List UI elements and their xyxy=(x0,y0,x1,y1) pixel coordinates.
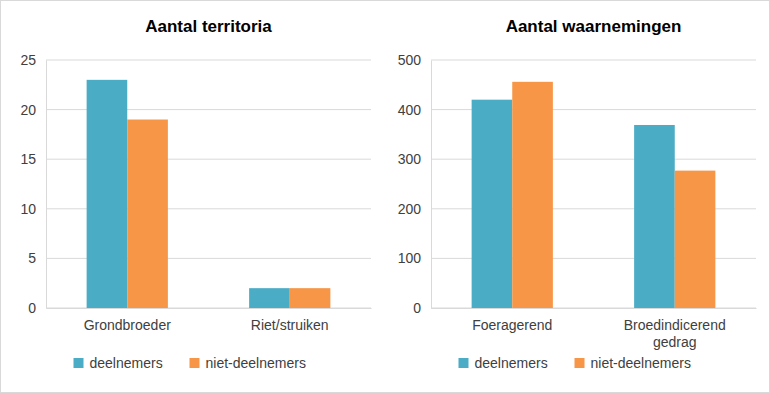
x-tick: Broedindicerendgedrag xyxy=(624,308,726,350)
legend-item: niet-deelnemers xyxy=(190,355,306,371)
grid-line xyxy=(46,60,371,61)
y-tick-label: 500 xyxy=(398,52,422,68)
y-tick-label: 5 xyxy=(28,250,36,266)
y-tick: 20 xyxy=(20,102,46,118)
y-tick-label: 25 xyxy=(20,52,36,68)
bar xyxy=(249,288,290,308)
x-tick-label: Broedindicerendgedrag xyxy=(624,317,726,350)
grid xyxy=(46,60,371,308)
bar xyxy=(675,171,716,308)
chart-canvas: Aantal territoria 0 5 10 15 20 25 Grondbroeder R… xyxy=(0,0,770,393)
bar xyxy=(127,120,168,308)
x-axis: Grondbroeder Riet/struiken xyxy=(47,308,372,333)
y-tick-label: 300 xyxy=(398,151,422,167)
legend-swatch xyxy=(74,358,84,368)
y-tick: 25 xyxy=(20,52,46,68)
legend: deelnemers niet-deelnemers xyxy=(459,355,691,371)
chart-title: Aantal territoria xyxy=(145,17,272,36)
y-tick: 15 xyxy=(20,151,46,167)
legend-label: niet-deelnemers xyxy=(206,355,306,371)
y-tick: 500 xyxy=(398,52,431,68)
bar xyxy=(634,125,675,308)
y-tick-label: 0 xyxy=(413,300,421,316)
frame xyxy=(1,1,770,393)
x-axis-line xyxy=(432,308,757,309)
y-tick: 5 xyxy=(28,250,46,266)
y-tick: 0 xyxy=(413,300,431,316)
bars xyxy=(472,82,716,308)
x-tick: Foeragerend xyxy=(472,308,552,333)
grid xyxy=(431,60,756,308)
y-tick-label: 20 xyxy=(20,102,36,118)
x-tick-label: Foeragerend xyxy=(472,317,552,333)
y-axis: 0 100 200 300 400 500 xyxy=(398,52,432,316)
x-tick: Riet/struiken xyxy=(251,308,329,333)
y-tick-label: 200 xyxy=(398,201,422,217)
y-tick: 200 xyxy=(398,201,431,217)
chart-title: Aantal waarnemingen xyxy=(506,17,682,36)
x-tick-label: Riet/struiken xyxy=(251,317,329,333)
y-tick: 0 xyxy=(28,300,46,316)
x-axis-line xyxy=(47,308,372,309)
bar xyxy=(472,100,513,308)
y-axis: 0 5 10 15 20 25 xyxy=(20,52,46,316)
y-tick: 100 xyxy=(398,250,431,266)
legend-label: deelnemers xyxy=(475,355,548,371)
y-tick-label: 400 xyxy=(398,102,422,118)
bars xyxy=(87,80,331,308)
x-axis: Foeragerend Broedindicerendgedrag xyxy=(432,308,757,350)
legend-label: deelnemers xyxy=(90,355,163,371)
legend-label: niet-deelnemers xyxy=(591,355,691,371)
legend-swatch xyxy=(459,358,469,368)
y-tick-label: 100 xyxy=(398,250,422,266)
y-tick: 300 xyxy=(398,151,431,167)
legend-item: deelnemers xyxy=(74,355,163,371)
legend-swatch xyxy=(575,358,585,368)
chart: Aantal waarnemingen 0 100 200 300 400 500 Foera… xyxy=(398,17,757,371)
chart: Aantal territoria 0 5 10 15 20 25 Grondbroeder R… xyxy=(20,17,371,371)
x-tick-label: Grondbroeder xyxy=(84,317,172,333)
y-axis-line xyxy=(431,61,432,309)
bar xyxy=(290,288,331,308)
bar xyxy=(512,82,553,308)
legend-item: niet-deelnemers xyxy=(575,355,691,371)
y-tick-label: 10 xyxy=(20,201,36,217)
legend: deelnemers niet-deelnemers xyxy=(74,355,306,371)
legend-swatch xyxy=(190,358,200,368)
y-tick: 400 xyxy=(398,102,431,118)
grid-line xyxy=(431,60,756,61)
y-tick-label: 15 xyxy=(20,151,36,167)
x-tick: Grondbroeder xyxy=(84,308,172,333)
legend-item: deelnemers xyxy=(459,355,548,371)
y-tick-label: 0 xyxy=(28,300,36,316)
y-axis-line xyxy=(46,61,47,309)
bar xyxy=(87,80,128,308)
y-tick: 10 xyxy=(20,201,46,217)
